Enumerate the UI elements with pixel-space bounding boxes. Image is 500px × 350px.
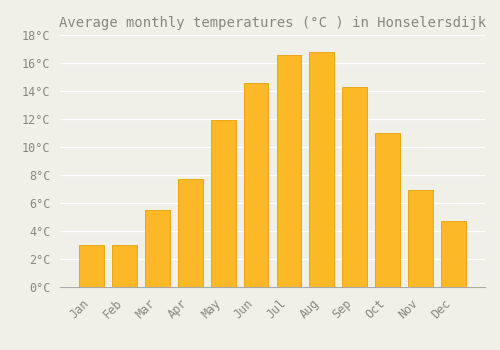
Bar — [441, 221, 466, 287]
Bar — [211, 120, 236, 287]
Bar — [276, 55, 301, 287]
Bar — [145, 210, 170, 287]
Bar — [342, 87, 367, 287]
Bar — [376, 133, 400, 287]
Bar — [178, 179, 203, 287]
Bar — [112, 245, 137, 287]
Bar — [408, 190, 433, 287]
Bar — [244, 83, 268, 287]
Title: Average monthly temperatures (°C ) in Honselersdijk: Average monthly temperatures (°C ) in Ho… — [59, 16, 486, 30]
Bar — [80, 245, 104, 287]
Bar — [310, 52, 334, 287]
